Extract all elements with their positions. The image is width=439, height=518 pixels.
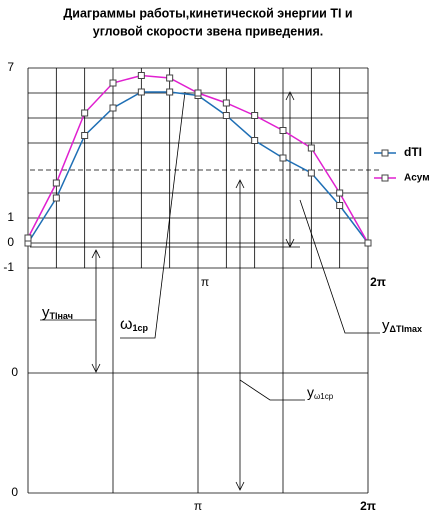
marker <box>251 137 259 144</box>
marker <box>137 72 145 79</box>
marker <box>194 89 202 97</box>
title-line: угловой скорости звена приведения. <box>93 24 323 38</box>
marker <box>137 88 145 96</box>
annotation-main: y <box>382 317 390 334</box>
marker <box>336 202 344 209</box>
marker <box>81 109 89 117</box>
x-label: π <box>194 499 202 513</box>
marker <box>279 127 287 134</box>
annotation: yω1ср <box>307 384 334 401</box>
marker <box>222 112 230 119</box>
zero-label: 0 <box>11 485 18 499</box>
marker <box>109 104 117 112</box>
annotation-main: ω <box>120 316 133 333</box>
annotation-main: y <box>42 304 50 321</box>
marker <box>307 169 315 177</box>
x-tick-label: 2π <box>370 275 386 289</box>
zero-label: 0 <box>11 365 18 379</box>
marker <box>166 88 174 96</box>
annotation-sub: TIнач <box>50 311 73 321</box>
legend-marker <box>381 149 389 157</box>
marker <box>24 234 32 242</box>
annotation: yΔTImax <box>382 317 422 334</box>
marker <box>279 154 287 162</box>
title-line: Диаграммы работы,кинетической энергии TI… <box>63 6 352 20</box>
annotation: yTIнач <box>42 304 73 321</box>
marker <box>251 112 259 119</box>
marker <box>52 179 60 187</box>
marker <box>81 132 89 139</box>
layout-lines <box>27 91 380 494</box>
annotation: ω1ср <box>120 316 149 333</box>
annotation-sub: ΔTImax <box>390 324 422 334</box>
annotation-sub: 1ср <box>133 323 149 333</box>
y-tick-label: -1 <box>3 260 14 274</box>
marker <box>109 79 117 87</box>
annotation-main: y <box>307 384 314 400</box>
legend-label: dTI <box>404 145 422 159</box>
y-tick-label: 7 <box>7 60 14 74</box>
marker <box>307 144 315 152</box>
marker <box>364 239 372 247</box>
legend-label: Aсум <box>404 173 430 184</box>
annotation-sub: ω1ср <box>314 392 334 401</box>
marker <box>222 99 230 107</box>
marker <box>166 74 174 82</box>
x-tick-label: π <box>201 275 209 289</box>
y-tick-label: 0 <box>7 235 14 249</box>
legend-marker <box>381 174 389 182</box>
marker <box>52 194 60 202</box>
x-label: 2π <box>360 499 376 513</box>
y-tick-label: 1 <box>7 210 14 224</box>
marker <box>336 189 344 197</box>
